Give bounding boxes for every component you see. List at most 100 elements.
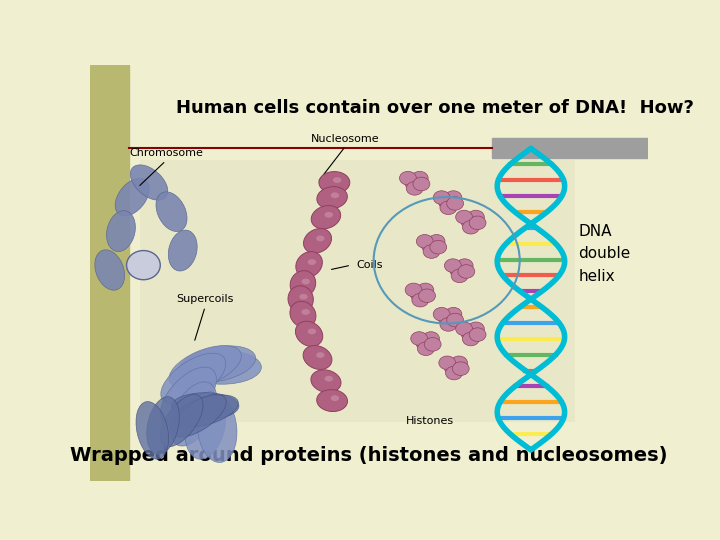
Ellipse shape	[445, 307, 462, 321]
Ellipse shape	[456, 259, 473, 272]
Ellipse shape	[412, 293, 428, 307]
Ellipse shape	[433, 307, 450, 321]
Ellipse shape	[438, 312, 455, 326]
Ellipse shape	[168, 230, 197, 271]
Ellipse shape	[197, 395, 237, 462]
Ellipse shape	[147, 397, 179, 454]
Ellipse shape	[410, 332, 428, 346]
Ellipse shape	[452, 362, 469, 375]
Ellipse shape	[416, 234, 433, 248]
Ellipse shape	[107, 211, 135, 252]
Bar	[90, 65, 129, 481]
Ellipse shape	[161, 367, 217, 426]
Text: Chromosome: Chromosome	[129, 148, 203, 158]
Ellipse shape	[170, 382, 217, 446]
Ellipse shape	[174, 395, 238, 427]
Ellipse shape	[330, 192, 339, 198]
Text: Human cells contain over one meter of DNA!  How?: Human cells contain over one meter of DN…	[176, 99, 694, 118]
Text: Coils: Coils	[357, 260, 383, 270]
Ellipse shape	[307, 259, 316, 265]
Ellipse shape	[449, 263, 467, 277]
Text: Nucleosome: Nucleosome	[311, 133, 380, 144]
Ellipse shape	[440, 201, 456, 214]
Ellipse shape	[467, 322, 485, 335]
Ellipse shape	[179, 346, 256, 382]
Ellipse shape	[161, 353, 226, 404]
Ellipse shape	[169, 346, 241, 389]
Ellipse shape	[311, 206, 341, 229]
Ellipse shape	[115, 178, 149, 216]
Ellipse shape	[438, 195, 455, 209]
Ellipse shape	[130, 165, 168, 200]
Ellipse shape	[325, 376, 333, 382]
Ellipse shape	[304, 228, 331, 253]
Ellipse shape	[95, 250, 125, 290]
Ellipse shape	[413, 177, 430, 191]
Ellipse shape	[136, 402, 168, 459]
Ellipse shape	[424, 338, 441, 351]
Ellipse shape	[307, 328, 316, 334]
Ellipse shape	[171, 394, 226, 437]
Ellipse shape	[302, 309, 310, 315]
Ellipse shape	[303, 346, 332, 369]
Ellipse shape	[461, 326, 477, 340]
Ellipse shape	[406, 181, 423, 195]
Ellipse shape	[411, 171, 428, 185]
Ellipse shape	[446, 313, 464, 327]
Bar	[140, 160, 575, 422]
Ellipse shape	[183, 350, 261, 384]
Ellipse shape	[438, 356, 456, 370]
Ellipse shape	[325, 212, 333, 218]
Ellipse shape	[456, 322, 472, 335]
Ellipse shape	[469, 216, 486, 229]
Ellipse shape	[410, 287, 427, 301]
Ellipse shape	[317, 389, 348, 411]
Ellipse shape	[451, 269, 468, 282]
Ellipse shape	[421, 239, 438, 253]
Ellipse shape	[295, 321, 323, 347]
Ellipse shape	[418, 342, 434, 355]
Ellipse shape	[428, 234, 445, 248]
Ellipse shape	[316, 352, 325, 358]
Ellipse shape	[316, 235, 325, 241]
Ellipse shape	[444, 259, 462, 272]
Ellipse shape	[446, 197, 464, 210]
Ellipse shape	[333, 177, 341, 183]
Ellipse shape	[317, 187, 347, 209]
Ellipse shape	[127, 251, 161, 280]
Ellipse shape	[462, 332, 480, 346]
Ellipse shape	[462, 220, 480, 234]
Ellipse shape	[400, 171, 416, 185]
Ellipse shape	[302, 279, 310, 285]
Ellipse shape	[467, 210, 485, 224]
Ellipse shape	[160, 395, 203, 447]
Text: Supercoils: Supercoils	[176, 294, 234, 304]
Ellipse shape	[423, 332, 439, 346]
Ellipse shape	[185, 392, 225, 459]
Ellipse shape	[456, 210, 472, 224]
Text: Histones: Histones	[406, 416, 454, 426]
Ellipse shape	[290, 301, 316, 327]
Ellipse shape	[433, 191, 450, 204]
Ellipse shape	[440, 318, 456, 331]
Text: helix: helix	[578, 269, 615, 285]
Ellipse shape	[444, 360, 461, 374]
Ellipse shape	[451, 356, 467, 370]
Ellipse shape	[405, 176, 421, 190]
Ellipse shape	[416, 336, 433, 350]
Ellipse shape	[461, 214, 477, 228]
Ellipse shape	[417, 283, 433, 297]
Text: Wrapped around proteins (histones and nucleosomes): Wrapped around proteins (histones and nu…	[71, 446, 667, 465]
Ellipse shape	[446, 366, 462, 380]
Ellipse shape	[330, 395, 339, 401]
Ellipse shape	[319, 172, 350, 193]
Ellipse shape	[171, 393, 239, 420]
Ellipse shape	[458, 265, 474, 278]
Ellipse shape	[156, 192, 187, 232]
Text: DNA: DNA	[578, 224, 612, 239]
Ellipse shape	[311, 370, 341, 393]
Ellipse shape	[405, 283, 422, 297]
Ellipse shape	[423, 245, 440, 258]
Ellipse shape	[290, 271, 315, 297]
Ellipse shape	[469, 328, 486, 341]
